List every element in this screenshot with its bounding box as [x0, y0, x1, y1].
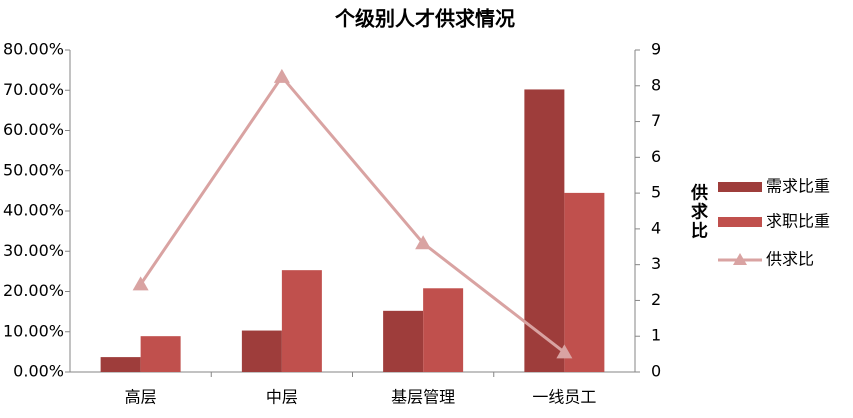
y2-tick-label: 2 [651, 290, 661, 309]
y-tick-label: 40.00% [3, 201, 64, 220]
marker [273, 68, 290, 83]
y-tick-label: 20.00% [3, 281, 64, 300]
bar [140, 336, 181, 372]
y-tick-label: 30.00% [3, 241, 64, 260]
y-tick-label: 70.00% [3, 80, 64, 99]
bar [383, 310, 424, 372]
legend-label: 需求比重 [766, 177, 830, 196]
y2-tick-label: 1 [651, 326, 661, 345]
bar [423, 288, 464, 372]
legend-swatch [718, 182, 762, 192]
bar [100, 357, 141, 372]
y-tick-label: 60.00% [3, 120, 64, 139]
legend-swatch [718, 217, 762, 227]
y2-tick-label: 3 [651, 254, 661, 273]
x-tick-label: 中层 [266, 388, 298, 407]
y-tick-label: 50.00% [3, 160, 64, 179]
bar [524, 89, 565, 372]
x-tick-label: 高层 [125, 388, 157, 407]
marker [415, 235, 432, 250]
y-tick-label: 10.00% [3, 321, 64, 340]
y-tick-label: 0.00% [13, 362, 64, 381]
y2-tick-label: 0 [651, 362, 661, 381]
legend-label: 供求比 [766, 250, 814, 269]
bar [281, 270, 322, 372]
y2-axis-title: 供求比 [687, 182, 709, 240]
bar [564, 192, 605, 372]
bar [241, 330, 282, 372]
marker [556, 344, 573, 359]
marker [132, 276, 149, 291]
y2-tick-label: 7 [651, 111, 661, 130]
legend-marker [733, 253, 747, 265]
x-tick-label: 基层管理 [391, 388, 455, 407]
y2-tick-label: 5 [651, 183, 661, 202]
chart-title: 个级别人才供求情况 [334, 7, 515, 31]
legend-label: 求职比重 [766, 212, 830, 231]
y2-tick-label: 9 [651, 40, 661, 59]
y2-tick-label: 8 [651, 75, 661, 94]
line [139, 74, 566, 354]
y2-tick-label: 4 [651, 218, 661, 237]
x-tick-label: 一线员工 [532, 388, 596, 407]
y-tick-label: 80.00% [3, 40, 64, 59]
y2-tick-label: 6 [651, 147, 661, 166]
